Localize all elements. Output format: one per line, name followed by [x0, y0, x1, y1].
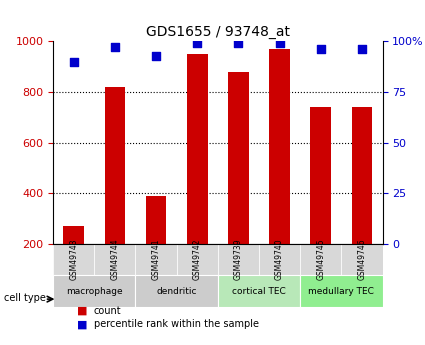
Text: macrophage: macrophage: [66, 287, 122, 296]
Text: GSM49739: GSM49739: [234, 239, 243, 280]
Bar: [146, 196, 166, 244]
Point: [111, 45, 118, 50]
FancyBboxPatch shape: [136, 275, 218, 307]
Text: GSM49741: GSM49741: [152, 239, 161, 280]
Text: ■: ■: [76, 319, 87, 329]
Text: GSM49744: GSM49744: [110, 239, 119, 280]
Text: GSM49743: GSM49743: [69, 239, 78, 280]
Bar: [351, 107, 372, 244]
FancyBboxPatch shape: [53, 244, 94, 275]
Text: cell type: cell type: [4, 294, 46, 303]
Point: [194, 41, 201, 46]
Point: [359, 47, 366, 52]
Text: GSM49745: GSM49745: [316, 239, 325, 280]
Bar: [310, 107, 331, 244]
Title: GDS1655 / 93748_at: GDS1655 / 93748_at: [146, 25, 290, 39]
FancyBboxPatch shape: [53, 275, 136, 307]
FancyBboxPatch shape: [218, 244, 259, 275]
Text: dendritic: dendritic: [156, 287, 197, 296]
FancyBboxPatch shape: [300, 244, 341, 275]
Text: medullary TEC: medullary TEC: [309, 287, 374, 296]
Bar: [228, 72, 249, 244]
FancyBboxPatch shape: [259, 244, 300, 275]
Bar: [63, 226, 84, 244]
Bar: [105, 87, 125, 244]
FancyBboxPatch shape: [94, 244, 136, 275]
Text: GSM49746: GSM49746: [357, 239, 366, 280]
Text: cortical TEC: cortical TEC: [232, 287, 286, 296]
FancyBboxPatch shape: [218, 275, 300, 307]
Point: [317, 47, 324, 52]
Text: GSM49742: GSM49742: [193, 239, 202, 280]
FancyBboxPatch shape: [136, 244, 177, 275]
Bar: [187, 54, 207, 244]
Point: [153, 53, 159, 58]
Point: [276, 41, 283, 46]
FancyBboxPatch shape: [177, 244, 218, 275]
FancyBboxPatch shape: [300, 275, 383, 307]
Point: [235, 41, 242, 46]
Text: percentile rank within the sample: percentile rank within the sample: [94, 319, 258, 329]
FancyBboxPatch shape: [341, 244, 382, 275]
Text: GSM49740: GSM49740: [275, 239, 284, 280]
Bar: [269, 49, 290, 244]
Point: [70, 59, 77, 65]
Text: count: count: [94, 306, 121, 315]
Text: ■: ■: [76, 306, 87, 315]
